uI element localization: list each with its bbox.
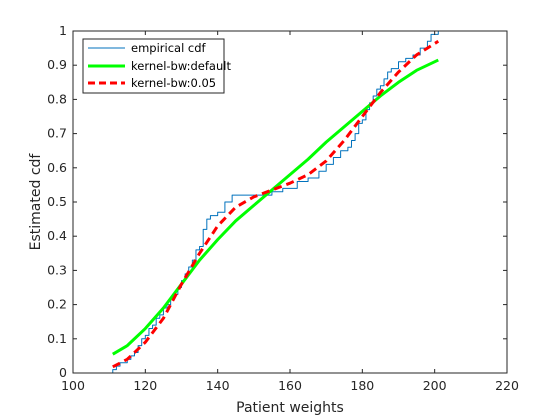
y-tick-label: 0.7: [47, 126, 67, 141]
y-tick-label: 0.5: [47, 194, 67, 209]
legend: empirical cdf kernel-bw:default kernel-b…: [82, 38, 231, 94]
y-tick-label: 1: [59, 23, 67, 38]
x-tick-label: 160: [278, 378, 302, 393]
x-tick-label: 220: [495, 378, 519, 393]
x-tick-label: 100: [61, 378, 85, 393]
y-tick-label: 0.1: [47, 331, 67, 346]
legend-label-kernel-0-05: kernel-bw:0.05: [131, 76, 216, 90]
series-line-empirical-cdf: [112, 31, 439, 373]
y-tick-label: 0: [59, 365, 67, 380]
x-tick-label: 200: [423, 378, 447, 393]
y-tick-label: 0.3: [47, 262, 67, 277]
y-tick-label: 0.9: [47, 57, 67, 72]
series-line-kernel-0-05: [112, 39, 440, 369]
series-layer: [112, 31, 440, 373]
x-tick-label: 140: [206, 378, 230, 393]
series-line-kernel-default: [112, 58, 439, 356]
y-axis-label: Estimated cdf: [28, 153, 44, 251]
x-tick-label: 180: [350, 378, 374, 393]
y-tick-label: 0.8: [47, 91, 67, 106]
x-axis-label: Patient weights: [236, 400, 344, 416]
y-tick-label: 0.4: [47, 228, 67, 243]
ticks-layer: 100 120 140 160 180 200 220 0 0.1 0.2 0.3 0.4 0.5 0.6…: [47, 23, 519, 393]
x-tick-label: 120: [133, 378, 157, 393]
y-tick-label: 0.2: [47, 297, 67, 312]
legend-label-kernel-default: kernel-bw:default: [131, 59, 231, 73]
y-tick-label: 0.6: [47, 160, 67, 175]
legend-label-empirical-cdf: empirical cdf: [131, 41, 207, 55]
